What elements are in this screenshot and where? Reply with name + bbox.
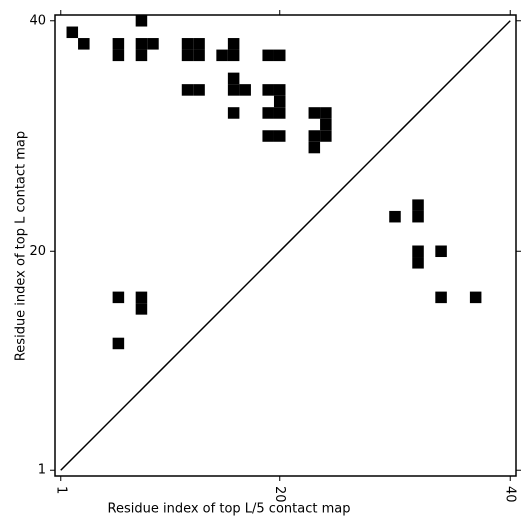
y-tick-label: 1 — [38, 463, 46, 478]
x-axis-label: Residue index of top L/5 contact map — [108, 502, 351, 517]
contact-cell — [216, 49, 228, 62]
contact-cell — [273, 49, 286, 62]
contact-cell — [66, 26, 79, 39]
contact-cell — [412, 245, 424, 258]
contact-cell — [308, 141, 321, 154]
contact-cell — [193, 38, 205, 50]
contact-cell — [112, 49, 125, 62]
contact-cell — [227, 38, 240, 50]
contact-cell — [135, 291, 148, 304]
contact-cell — [273, 95, 286, 108]
contact-cell — [262, 130, 274, 142]
contact-cell — [435, 245, 447, 258]
contact-cell — [181, 84, 194, 96]
contact-cell — [412, 199, 424, 211]
contact-cell — [112, 38, 125, 50]
x-tick-label: 40 — [503, 486, 518, 503]
contact-cell — [112, 337, 125, 350]
contact-cell — [135, 49, 148, 62]
contact-cell — [262, 49, 274, 62]
contact-cell — [239, 84, 251, 96]
plot-frame — [54, 14, 517, 477]
contact-cell — [135, 15, 148, 27]
contact-cell — [227, 84, 240, 96]
x-tick-label: 1 — [53, 486, 68, 494]
contact-cell — [193, 84, 205, 96]
contact-cell — [273, 130, 286, 142]
contact-cell — [308, 130, 321, 142]
contact-cell — [227, 107, 240, 119]
contact-cell — [147, 38, 159, 50]
contact-cell — [320, 118, 332, 131]
y-tick-label: 40 — [29, 13, 46, 28]
y-tick-label: 20 — [29, 244, 46, 259]
contact-cell — [262, 107, 274, 119]
contact-cell — [78, 38, 90, 50]
contact-cell — [181, 49, 194, 62]
contact-cell — [412, 257, 424, 269]
contact-cell — [308, 107, 321, 119]
diagonal-line — [60, 20, 511, 471]
contact-cell — [412, 210, 424, 223]
contact-cell — [181, 38, 194, 50]
contact-cell — [320, 130, 332, 142]
contact-cell — [193, 49, 205, 62]
contact-cell — [135, 38, 148, 50]
contact-cell — [320, 107, 332, 119]
y-axis-label: Residue index of top L contact map — [14, 131, 29, 361]
contact-cell — [273, 107, 286, 119]
contact-cell — [112, 291, 125, 304]
x-tick-label: 20 — [272, 486, 287, 503]
contact-cell — [227, 49, 240, 62]
contact-cell — [135, 303, 148, 315]
contact-cell — [262, 84, 274, 96]
contact-cell — [273, 84, 286, 96]
contact-cell — [227, 72, 240, 85]
contact-cell — [389, 210, 401, 223]
contact-cell — [469, 291, 482, 304]
contact-cell — [435, 291, 447, 304]
